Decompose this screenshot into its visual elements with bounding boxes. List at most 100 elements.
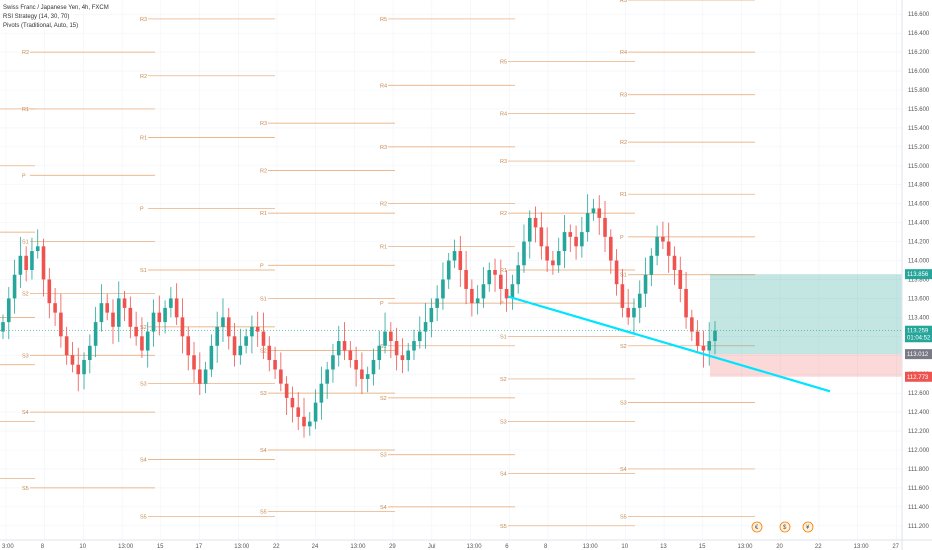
candle-body[interactable]: [417, 331, 422, 342]
candle-body[interactable]: [493, 270, 497, 275]
trendline[interactable]: [507, 295, 831, 393]
candle-body[interactable]: [122, 298, 127, 308]
candle-body[interactable]: [111, 312, 115, 327]
economic-event-marker[interactable]: [779, 521, 791, 533]
candle-body[interactable]: [30, 251, 34, 270]
candle-body[interactable]: [209, 345, 214, 370]
candle-body[interactable]: [186, 336, 191, 356]
candle-body[interactable]: [76, 364, 81, 375]
candle-body[interactable]: [226, 317, 231, 337]
candle-body[interactable]: [6, 298, 11, 323]
candle-body[interactable]: [527, 217, 532, 242]
candle-body[interactable]: [284, 383, 289, 398]
candle-body[interactable]: [649, 255, 654, 275]
candle-body[interactable]: [255, 326, 260, 332]
candle-body[interactable]: [18, 255, 23, 275]
candle-body[interactable]: [41, 246, 46, 280]
candle-body[interactable]: [313, 402, 318, 422]
candle-body[interactable]: [35, 246, 40, 252]
candle-body[interactable]: [504, 288, 509, 299]
candle-body[interactable]: [105, 303, 109, 313]
candle-body[interactable]: [47, 279, 52, 304]
candle-body[interactable]: [423, 322, 428, 332]
candle-body[interactable]: [545, 246, 549, 261]
candle-body[interactable]: [296, 407, 301, 417]
candle-body[interactable]: [678, 270, 683, 289]
candle-body[interactable]: [522, 241, 526, 266]
candle-body[interactable]: [250, 326, 254, 337]
candle-body[interactable]: [163, 307, 167, 323]
candle-body[interactable]: [319, 383, 324, 403]
candle-body[interactable]: [53, 303, 57, 313]
candle-body[interactable]: [232, 336, 237, 356]
candle-body[interactable]: [551, 260, 555, 266]
candle-body[interactable]: [82, 360, 86, 375]
candle-body[interactable]: [655, 236, 659, 256]
candle-body[interactable]: [342, 341, 347, 351]
candle-body[interactable]: [464, 270, 468, 289]
candle-body[interactable]: [325, 369, 329, 384]
candle-body[interactable]: [70, 355, 75, 365]
candle-body[interactable]: [620, 284, 625, 308]
candle-body[interactable]: [591, 208, 596, 214]
candle-body[interactable]: [99, 303, 104, 323]
candle-body[interactable]: [348, 350, 353, 360]
candle-body[interactable]: [203, 369, 208, 384]
candle-body[interactable]: [174, 298, 179, 318]
candle-body[interactable]: [394, 341, 399, 356]
candle-body[interactable]: [331, 355, 335, 370]
candle-body[interactable]: [192, 355, 196, 370]
candle-body[interactable]: [609, 236, 613, 261]
candle-body[interactable]: [145, 331, 150, 351]
economic-event-marker[interactable]: [802, 521, 814, 533]
candle-body[interactable]: [458, 251, 463, 270]
candle-body[interactable]: [1, 322, 5, 332]
candle-body[interactable]: [435, 298, 439, 308]
candle-body[interactable]: [273, 360, 277, 370]
candle-body[interactable]: [707, 341, 712, 351]
candle-body[interactable]: [666, 241, 671, 256]
candle-body[interactable]: [244, 336, 248, 346]
candle-body[interactable]: [580, 232, 584, 247]
candle-body[interactable]: [713, 330, 717, 342]
candle-body[interactable]: [597, 208, 602, 218]
candle-body[interactable]: [134, 326, 138, 337]
candle-body[interactable]: [169, 298, 173, 308]
legend-indicator-pivots[interactable]: Pivots (Traditional, Auto, 15): [3, 23, 79, 29]
candle-body[interactable]: [12, 274, 17, 299]
candle-body[interactable]: [307, 421, 312, 427]
candle-body[interactable]: [684, 288, 688, 318]
candle-body[interactable]: [261, 331, 266, 346]
candle-body[interactable]: [238, 345, 243, 356]
candle-body[interactable]: [360, 369, 364, 379]
legend-indicator-rsi[interactable]: RSI Strategy (14, 30, 70): [3, 14, 70, 20]
candle-body[interactable]: [383, 331, 387, 346]
candle-body[interactable]: [429, 307, 434, 323]
candle-body[interactable]: [626, 307, 630, 318]
candle-body[interactable]: [441, 279, 445, 299]
candle-body[interactable]: [475, 298, 480, 304]
candle-body[interactable]: [140, 336, 144, 351]
candle-body[interactable]: [88, 345, 92, 360]
candle-body[interactable]: [336, 341, 341, 356]
candle-body[interactable]: [562, 232, 567, 252]
candle-body[interactable]: [215, 326, 219, 346]
candle-body[interactable]: [389, 331, 393, 342]
candle-body[interactable]: [221, 317, 225, 327]
candle-body[interactable]: [672, 255, 677, 270]
candle-body[interactable]: [574, 236, 578, 247]
candle-body[interactable]: [510, 284, 515, 299]
candle-body[interactable]: [568, 232, 573, 237]
candle-body[interactable]: [539, 227, 544, 247]
candle-body[interactable]: [93, 322, 98, 346]
candle-body[interactable]: [632, 307, 636, 318]
candle-body[interactable]: [302, 416, 306, 427]
candle-body[interactable]: [643, 274, 648, 294]
candle-body[interactable]: [64, 336, 69, 356]
candle-body[interactable]: [267, 345, 272, 360]
candle-body[interactable]: [198, 369, 202, 384]
candle-body[interactable]: [180, 317, 185, 337]
candle-body[interactable]: [470, 288, 474, 304]
